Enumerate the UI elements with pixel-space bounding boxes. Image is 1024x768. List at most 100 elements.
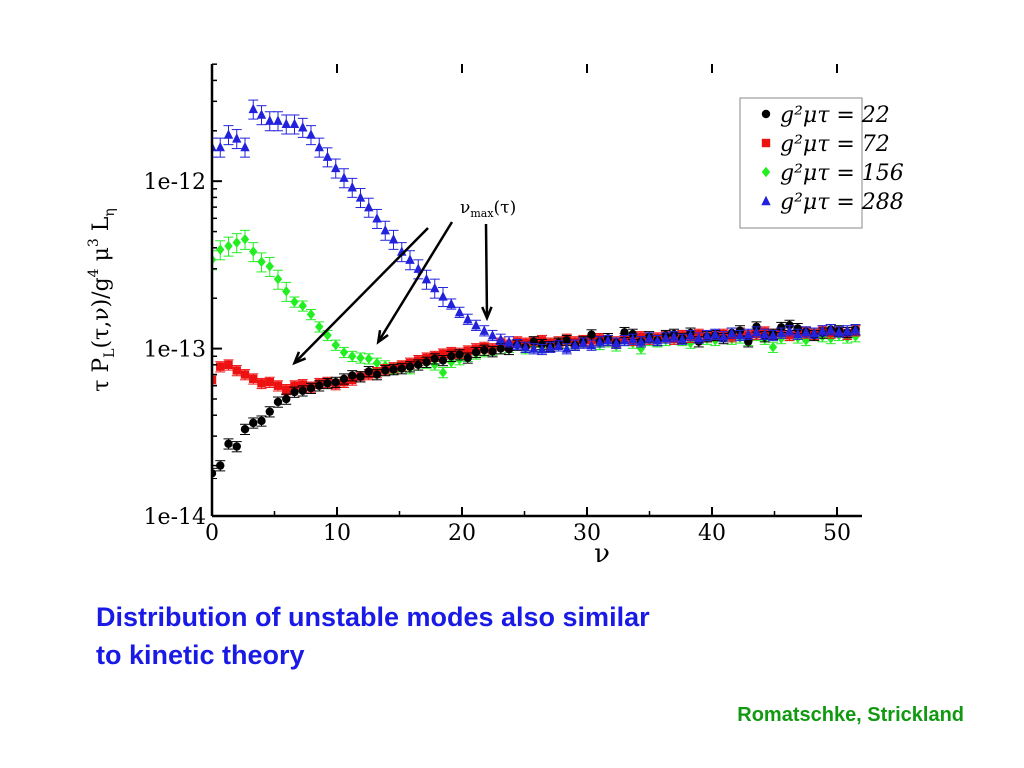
arrow-head [292,351,307,366]
data-point [455,350,464,359]
data-point [290,296,299,308]
data-point [636,336,646,346]
annotation-arrows [292,221,493,366]
x-tick-label: 10 [323,521,351,546]
data-point [364,201,374,212]
data-point [611,337,621,348]
data-point [224,360,233,370]
legend-marker [761,109,771,119]
data-point [578,337,588,348]
data-point [570,339,580,350]
data-point [562,336,571,345]
data-point [520,341,531,352]
data-point [768,341,778,353]
data-point [817,325,828,335]
data-point [298,386,307,395]
data-point [282,385,291,394]
data-point [265,377,274,387]
x-tick-label: 0 [205,521,219,546]
data-point [463,353,472,363]
data-point [257,416,266,426]
data-point [224,240,233,252]
tick-labels: 0 10 20 30 40 50 1e-14 1e-13 1e-12 [144,63,851,546]
legend: g²μτ = 22 g²μτ = 72 g²μτ = 156 g²μτ = 288 [739,97,904,229]
data-point [339,172,349,182]
data-point [793,324,802,333]
data-point [793,328,803,339]
data-point [215,141,225,152]
data-point [801,326,811,336]
data-point [315,321,324,332]
data-point [372,213,382,223]
data-point [619,335,630,345]
legend-label: g²μτ = 72 [780,132,890,157]
data-point [249,246,258,257]
data-point [414,360,423,370]
data-point [216,461,225,470]
series-diamond [212,229,861,379]
data-point [751,326,762,336]
data-point [628,333,638,344]
data-point [487,330,498,340]
data-point [315,381,324,390]
data-point [372,370,382,379]
arrow-head [376,329,389,345]
caption-line-1: Distribution of unstable modes also simi… [96,602,650,632]
data-point [223,129,234,139]
y-tick-label: 1e-13 [144,338,206,363]
data-point [480,345,489,355]
data-point [743,328,753,339]
data-point [438,367,448,378]
data-series [212,99,861,480]
nu-max-annotation: νmax(τ) [460,198,516,220]
data-point [479,325,489,335]
data-point [760,328,770,339]
data-point [240,370,250,379]
y-axis-title: τ PL(τ,ν)/g4 μ3 Lη [86,208,118,392]
x-tick-label: 20 [448,521,476,546]
data-point [405,254,415,264]
x-tick-label: 40 [698,521,726,546]
data-point [685,330,696,340]
annotation-arrow [377,221,454,343]
data-point [652,335,663,345]
author-credit: Romatschke, Strickland [737,704,964,726]
data-point [504,336,514,346]
data-point [356,372,365,381]
data-point [212,375,217,385]
data-point [322,151,333,161]
data-point [603,335,613,345]
data-point [669,331,679,341]
data-point [496,333,506,344]
x-axis-title: ν [594,539,610,569]
arrow-head [481,306,493,322]
data-point [356,352,365,364]
scatter-plot: 0 10 20 30 40 50 1e-14 1e-13 1e-12 ν τ PL(τ,ν)/g… [86,63,904,569]
data-point [545,341,555,352]
data-point [777,323,786,332]
data-point [381,366,390,375]
data-point [348,371,357,380]
data-point [289,118,300,129]
data-point [323,379,332,388]
data-point [249,374,258,384]
data-point [249,418,258,428]
data-point [702,330,712,340]
slide-caption: Distribution of unstable modes also simi… [96,598,856,674]
data-point [438,291,448,301]
data-point [537,344,547,354]
data-point [290,387,299,397]
annotation-arrow [484,223,489,319]
data-point [710,328,720,339]
data-point [347,182,357,192]
data-point [438,356,448,365]
legend-box [739,97,863,229]
data-point [314,141,324,152]
data-point [232,133,242,143]
data-point [421,273,432,284]
data-point [809,327,819,338]
legend-label: g²μτ = 156 [780,161,904,186]
data-point [298,122,308,132]
data-point [216,362,225,371]
data-point [496,344,505,353]
